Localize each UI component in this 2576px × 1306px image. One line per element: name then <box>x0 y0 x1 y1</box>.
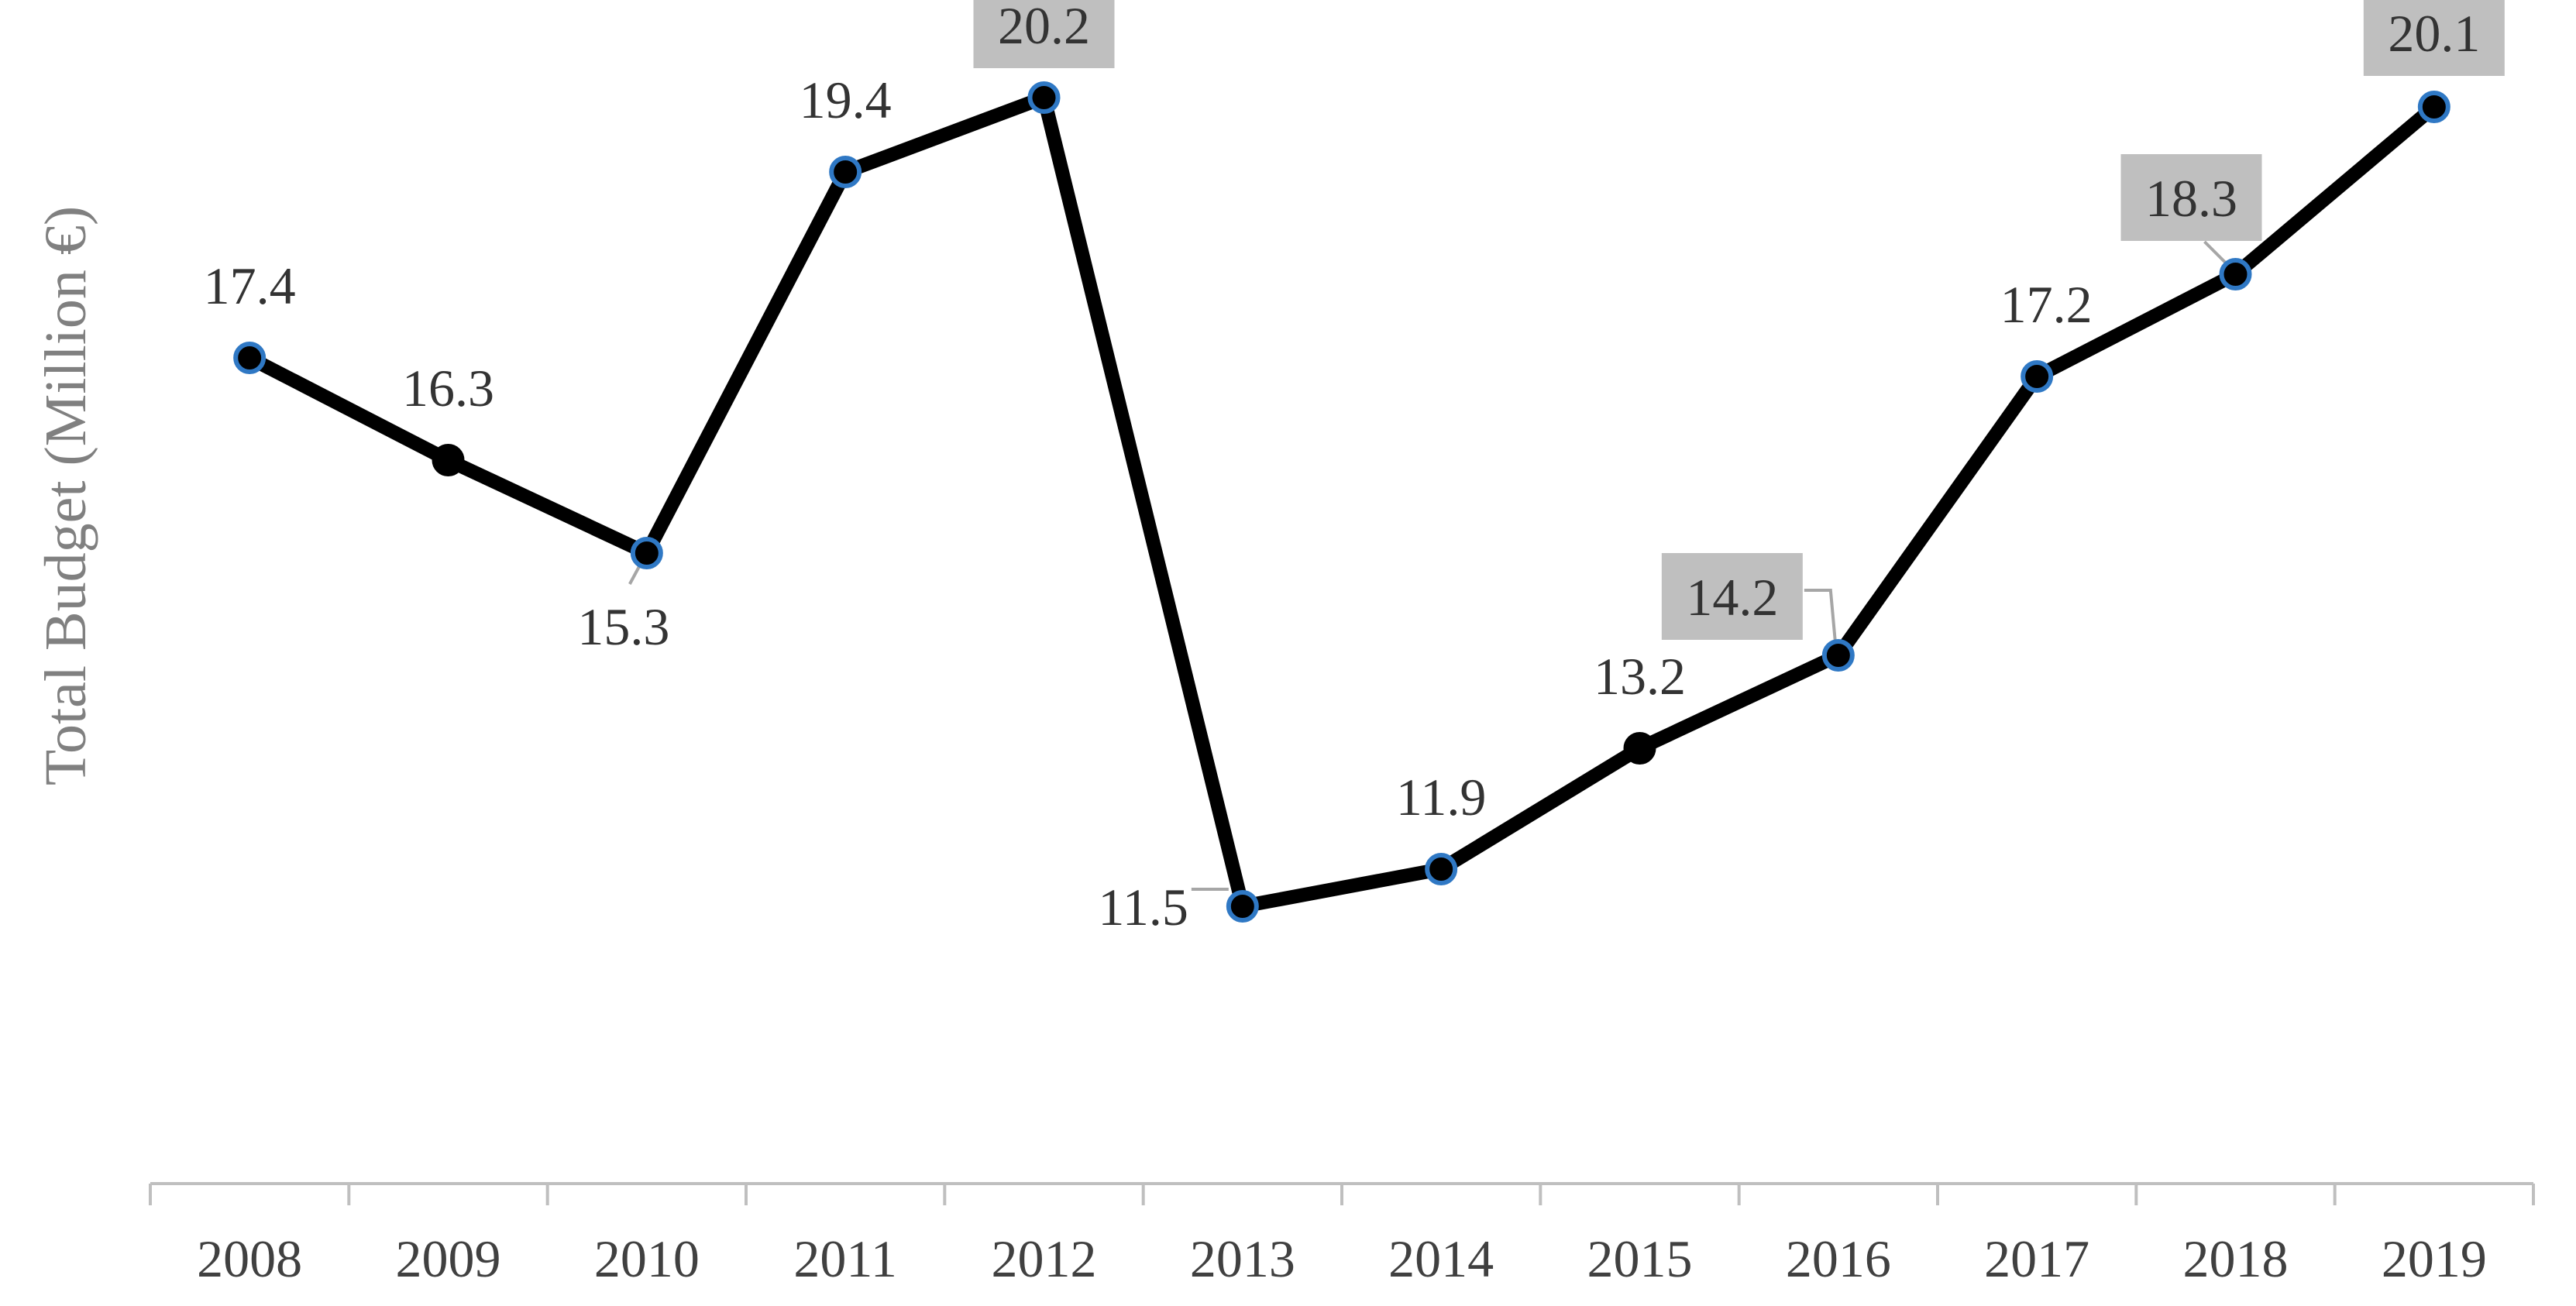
series-line <box>246 88 2439 915</box>
data-label: 13.2 <box>1594 647 1686 706</box>
x-tick-label: 2011 <box>793 1229 896 1288</box>
x-tick-label: 2017 <box>1984 1229 2089 1288</box>
leader-line <box>628 563 642 585</box>
x-tick-labels: 2008 2009 2010 2011 2012 2013 2014 2015 2016 2017… <box>197 1229 2487 1288</box>
data-point <box>432 444 465 476</box>
data-point <box>233 342 267 374</box>
data-label: 17.4 <box>204 256 296 315</box>
data-label: 18.3 <box>2145 169 2237 228</box>
data-label-box <box>973 0 1115 68</box>
data-label-box <box>2363 0 2505 76</box>
data-point <box>2417 91 2450 123</box>
data-label: 16.3 <box>402 359 494 418</box>
data-label: 11.9 <box>1396 768 1486 827</box>
x-tick-label: 2013 <box>1190 1229 1295 1288</box>
y-axis-title: Total Budget (Million €) <box>33 206 98 785</box>
x-tick-label: 2015 <box>1587 1229 1693 1288</box>
data-point <box>630 537 663 569</box>
data-point <box>1027 81 1061 114</box>
data-point <box>1623 732 1656 765</box>
data-point <box>829 156 862 188</box>
x-tick-label: 2019 <box>2382 1229 2487 1288</box>
data-label: 19.4 <box>800 70 892 129</box>
data-label: 20.2 <box>998 0 1090 55</box>
data-label: 20.1 <box>2388 4 2480 63</box>
data-label-box <box>1661 553 1803 640</box>
data-label: 14.2 <box>1686 568 1778 627</box>
data-point <box>1425 853 1458 885</box>
x-tick-label: 2009 <box>396 1229 501 1288</box>
leader-line <box>2203 240 2227 265</box>
data-point <box>1821 639 1855 672</box>
data-label-box <box>2120 154 2262 241</box>
x-tick-label: 2012 <box>992 1229 1097 1288</box>
x-tick-label: 2014 <box>1388 1229 1494 1288</box>
data-label: 15.3 <box>577 597 669 656</box>
series-line-layer <box>246 88 2439 915</box>
data-point <box>2219 258 2252 290</box>
data-label: 17.2 <box>2000 275 2093 334</box>
x-tick-label: 2008 <box>197 1229 302 1288</box>
leader-line <box>1804 589 1837 642</box>
data-points <box>233 81 2450 923</box>
data-labels: 17.4 16.3 15.3 19.4 20.2 11.5 11.9 13.214.2 17.2… <box>204 0 2505 937</box>
data-point <box>1226 890 1259 923</box>
data-point <box>2021 360 2054 393</box>
leader-lines <box>628 240 2227 891</box>
x-tick-label: 2010 <box>594 1229 700 1288</box>
x-axis <box>149 1182 2535 1205</box>
x-tick-label: 2016 <box>1786 1229 1891 1288</box>
x-tick-label: 2018 <box>2183 1229 2289 1288</box>
data-label: 11.5 <box>1098 878 1188 937</box>
